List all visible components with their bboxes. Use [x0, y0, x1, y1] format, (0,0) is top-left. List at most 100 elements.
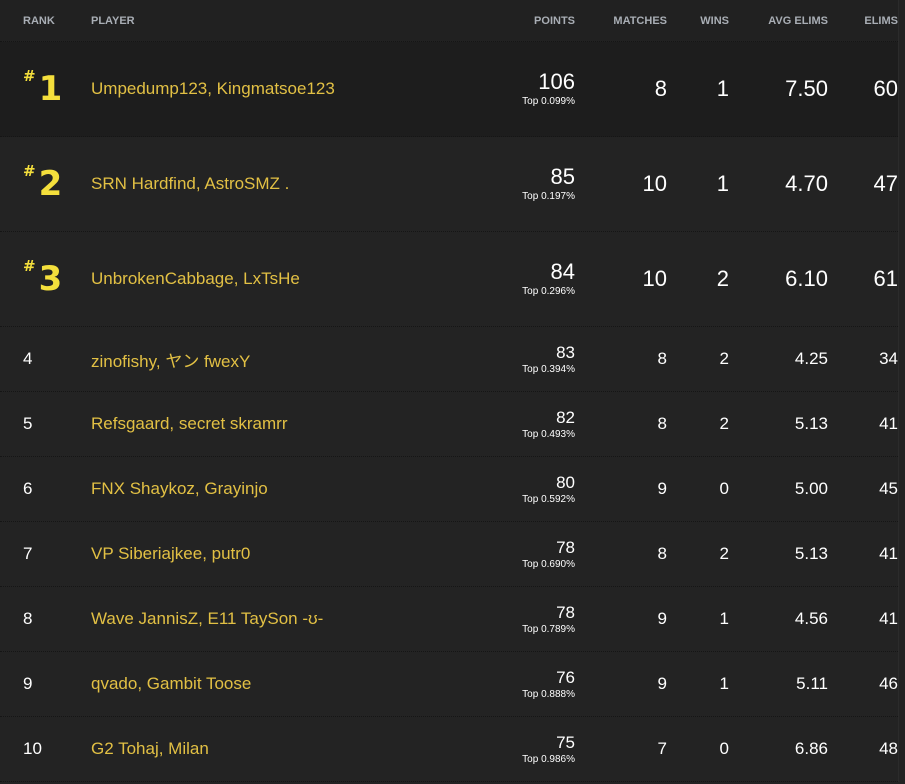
elims-value: 34 [879, 349, 898, 368]
wins-value: 2 [716, 266, 729, 291]
top-percentile: Top 0.690% [522, 558, 575, 570]
rank-number: 6 [23, 479, 33, 498]
table-row[interactable]: #1 Umpedump123, Kingmatsoe123 106 Top 0.09… [0, 42, 898, 137]
top-percentile: Top 0.099% [522, 96, 575, 107]
table-row[interactable]: 5 Refsgaard, secret skramrr 82 Top 0.493% … [0, 392, 898, 457]
elims-value: 47 [873, 171, 898, 196]
header-rank[interactable]: RANK [23, 14, 55, 27]
top-percentile: Top 0.592% [522, 493, 575, 505]
table-row[interactable]: 6 FNX Shaykoz, Grayinjo 80 Top 0.592% 9 0 … [0, 457, 898, 522]
avg-elims-value: 7.50 [785, 76, 828, 101]
matches-value: 7 [657, 739, 667, 758]
header-wins[interactable]: WINS [700, 14, 729, 27]
rank-hash: # [23, 257, 36, 275]
player-names[interactable]: zinofishy, ヤン fwexY [91, 351, 251, 371]
points-value: 80 [556, 472, 575, 492]
points-value: 85 [550, 164, 575, 189]
rank-number: 4 [23, 349, 33, 368]
points-value: 78 [556, 602, 575, 622]
rank-number: 3 [38, 259, 63, 299]
header-player[interactable]: PLAYER [91, 14, 135, 27]
points-value: 78 [556, 537, 575, 557]
player-names[interactable]: Wave JannisZ, E11 TaySon -ʊ- [91, 609, 324, 628]
rank-number: 10 [23, 739, 42, 758]
points-cell: 80 Top 0.592% [465, 474, 575, 505]
player-names[interactable]: VP Siberiajkee, putr0 [91, 544, 251, 563]
top-percentile: Top 0.296% [522, 286, 575, 297]
wins-value: 1 [716, 171, 729, 196]
avg-elims-value: 5.11 [796, 674, 828, 693]
avg-elims-value: 5.00 [794, 479, 828, 498]
points-cell: 85 Top 0.197% [465, 164, 575, 203]
rank-number: 1 [38, 69, 63, 109]
table-header: RANK PLAYER POINTS MATCHES WINS AVG ELIM… [0, 0, 898, 42]
avg-elims-value: 4.56 [794, 609, 828, 628]
player-names[interactable]: SRN Hardfind, AstroSMZ . [91, 174, 290, 193]
elims-value: 46 [879, 674, 898, 693]
player-names[interactable]: qvado, Gambit Toose [91, 674, 252, 693]
elims-value: 45 [879, 479, 898, 498]
top-percentile: Top 0.493% [522, 428, 575, 440]
rank-number: 7 [23, 544, 33, 563]
wins-value: 1 [719, 674, 729, 693]
player-names[interactable]: Refsgaard, secret skramrr [91, 414, 288, 433]
top-percentile: Top 0.789% [522, 623, 575, 635]
rank-hash: # [23, 67, 36, 85]
matches-value: 10 [642, 266, 667, 291]
wins-value: 1 [719, 609, 729, 628]
player-names[interactable]: FNX Shaykoz, Grayinjo [91, 479, 268, 498]
wins-value: 1 [716, 76, 729, 101]
elims-value: 61 [873, 266, 898, 291]
avg-elims-value: 4.70 [785, 171, 828, 196]
points-value: 84 [550, 259, 575, 284]
points-cell: 84 Top 0.296% [465, 259, 575, 298]
points-value: 82 [556, 407, 575, 427]
matches-value: 8 [657, 349, 667, 368]
player-names[interactable]: Umpedump123, Kingmatsoe123 [91, 79, 335, 98]
table-row[interactable]: 10 G2 Tohaj, Milan 75 Top 0.986% 7 0 6.86 … [0, 717, 898, 782]
rank-number: 2 [38, 164, 63, 204]
player-names[interactable]: G2 Tohaj, Milan [91, 739, 209, 758]
points-cell: 76 Top 0.888% [465, 669, 575, 700]
rank-number: 8 [23, 609, 33, 628]
points-cell: 83 Top 0.394% [465, 344, 575, 375]
avg-elims-value: 5.13 [794, 414, 828, 433]
rank-badge: #2 [0, 162, 91, 204]
matches-value: 8 [657, 414, 667, 433]
top-percentile: Top 0.197% [522, 191, 575, 202]
rank-number: 5 [23, 414, 33, 433]
table-row[interactable]: #2 SRN Hardfind, AstroSMZ . 85 Top 0.197% … [0, 137, 898, 232]
matches-value: 8 [657, 544, 667, 563]
elims-value: 41 [879, 414, 898, 433]
table-row[interactable]: 9 qvado, Gambit Toose 76 Top 0.888% 9 1 5.… [0, 652, 898, 717]
wins-value: 2 [719, 414, 729, 433]
header-avg-elims[interactable]: AVG ELIMS [768, 14, 828, 27]
avg-elims-value: 5.13 [794, 544, 828, 563]
avg-elims-value: 6.10 [785, 266, 828, 291]
elims-value: 48 [879, 739, 898, 758]
matches-value: 10 [642, 171, 667, 196]
player-names[interactable]: UnbrokenCabbage, LxTsHe [91, 269, 300, 288]
table-row[interactable]: 4 zinofishy, ヤン fwexY 83 Top 0.394% 8 2 4.… [0, 327, 898, 392]
table-row[interactable]: 8 Wave JannisZ, E11 TaySon -ʊ- 78 Top 0.78… [0, 587, 898, 652]
points-cell: 106 Top 0.099% [465, 71, 575, 108]
wins-value: 2 [719, 349, 729, 368]
points-value: 83 [556, 342, 575, 362]
table-row[interactable]: #3 UnbrokenCabbage, LxTsHe 84 Top 0.296% 1… [0, 232, 898, 327]
avg-elims-value: 4.25 [794, 349, 828, 368]
elims-value: 41 [879, 544, 898, 563]
wins-value: 2 [719, 544, 729, 563]
avg-elims-value: 6.86 [794, 739, 828, 758]
header-points[interactable]: POINTS [534, 14, 575, 27]
rank-badge: #1 [0, 67, 91, 109]
elims-value: 41 [879, 609, 898, 628]
rank-badge: #3 [0, 257, 91, 299]
points-value: 75 [556, 732, 575, 752]
table-row[interactable]: 7 VP Siberiajkee, putr0 78 Top 0.690% 8 2 … [0, 522, 898, 587]
matches-value: 9 [657, 609, 667, 628]
header-elims[interactable]: ELIMS [864, 14, 898, 27]
points-cell: 78 Top 0.690% [465, 539, 575, 570]
header-matches[interactable]: MATCHES [613, 14, 667, 27]
points-cell: 75 Top 0.986% [465, 734, 575, 765]
